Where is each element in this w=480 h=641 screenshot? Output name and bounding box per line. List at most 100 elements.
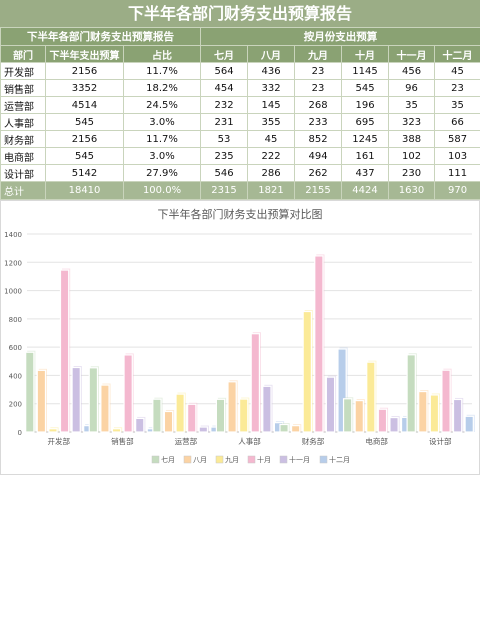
x-tick-label: 电商部 [365,436,388,446]
legend-swatch [215,455,224,464]
y-tick-label: 800 [9,316,22,324]
table-cell: 102 [388,147,436,165]
x-tick-label: 财务部 [302,436,325,446]
bar [441,369,451,433]
bar [239,398,249,433]
table-cell: 587 [434,130,480,148]
table-cell: 161 [341,147,390,165]
table-cell: 1145 [341,62,390,80]
table-cell: 268 [294,96,343,114]
y-tick-label: 600 [9,344,22,352]
bar [123,354,133,433]
bar [325,376,336,433]
table-row: 电商部 545 3.0% 235 222 494 161 102 103 [0,147,480,165]
col-header-aug: 八月 [247,45,296,63]
chart-frame [0,200,480,475]
table-row: 销售部 3352 18.2% 454 332 23 545 96 23 [0,79,480,97]
table-cell: 222 [247,147,296,165]
y-tick-label: 1400 [4,231,22,239]
table-row: 运营部 4514 24.5% 232 145 268 196 35 35 [0,96,480,114]
table-cell: 323 [388,113,436,131]
bar [227,381,237,433]
table-cell: 233 [294,113,343,131]
y-tick-label: 400 [9,372,22,380]
table-cell: 23 [294,62,343,80]
total-cell: 100.0% [122,181,202,200]
bar [187,403,197,433]
bar [366,361,376,433]
bar [48,428,58,433]
bar [337,348,347,433]
table-cell: 564 [200,62,249,80]
table-cell: 66 [434,113,480,131]
x-tick-label: 销售部 [111,436,134,446]
table-cell: 355 [247,113,296,131]
table-cell: 3352 [45,79,124,97]
table-column-header-row: 部门 下半年支出预算 占比 七月 八月 九月 十月 十一月 十二月 [0,45,480,63]
y-tick-label: 200 [9,401,22,409]
table-cell: 45 [434,62,480,80]
legend-label: 十月 [257,455,271,464]
table-cell: 545 [341,79,390,97]
bar [342,398,353,433]
table-cell: 18.2% [122,79,202,97]
col-header-oct: 十月 [341,45,390,63]
table-cell: 3.0% [122,113,202,131]
dept-name-cell: 人事部 [0,113,46,131]
y-tick-label: 1000 [4,288,22,296]
table-cell: 111 [434,164,480,182]
bar [418,390,428,433]
bar [215,398,226,433]
table-cell: 388 [388,130,436,148]
report-title: 下半年各部门财务支出预算报告 [0,0,480,27]
bar [175,393,185,433]
table-cell: 96 [388,79,436,97]
col-header-nov: 十一月 [388,45,436,63]
bar [452,398,463,433]
x-tick-label: 运营部 [175,436,198,446]
table-body: 开发部 2156 11.7% 564 436 23 1145 456 45 销售部 3352 18.2… [0,62,480,182]
table-cell: 230 [388,164,436,182]
bar [36,369,47,433]
bar [377,408,388,433]
table-cell: 23 [294,79,343,97]
bar [279,423,289,433]
bar [25,351,35,433]
table-cell: 286 [247,164,296,182]
legend-swatch [247,455,256,464]
table-cell: 3.0% [122,147,202,165]
bar [250,333,260,433]
total-cell: 2155 [294,181,343,200]
table-cell: 232 [200,96,249,114]
table-cell: 27.9% [122,164,202,182]
legend-label: 七月 [161,455,175,464]
bar [198,426,209,433]
bar [354,400,364,433]
legend-swatch [183,455,192,464]
dept-name-cell: 销售部 [0,79,46,97]
total-cell: 1821 [247,181,296,200]
bar [163,410,174,433]
total-cell: 18410 [45,181,124,200]
legend-label: 十一月 [289,455,310,464]
legend-swatch [319,455,328,464]
table-cell: 35 [434,96,480,114]
table-cell: 145 [247,96,296,114]
table-cell: 436 [247,62,296,80]
col-header-dec: 十二月 [434,45,480,63]
total-cell: 970 [434,181,480,200]
table-cell: 456 [388,62,436,80]
table-cell: 852 [294,130,343,148]
table-cell: 1245 [341,130,390,148]
table-cell: 35 [388,96,436,114]
table-cell: 262 [294,164,343,182]
bar [135,417,145,433]
y-tick-label: 1200 [4,259,22,267]
bar [59,269,70,433]
left-group-header: 下半年各部门财务支出预算报告 [0,27,202,46]
table-cell: 2156 [45,62,124,80]
total-cell: 1630 [388,181,436,200]
table-cell: 196 [341,96,390,114]
legend-label: 九月 [225,455,239,464]
table-cell: 235 [200,147,249,165]
